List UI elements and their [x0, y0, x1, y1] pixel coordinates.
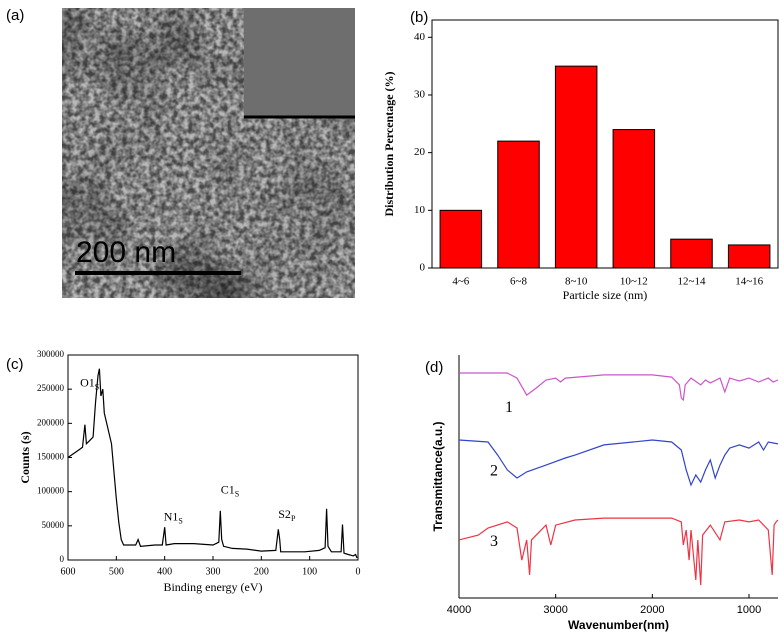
x-tick-label: 8~10	[565, 276, 588, 288]
y-tick-label: 100000	[37, 486, 65, 496]
panel-label: (c)	[6, 356, 24, 373]
bar	[727, 244, 771, 269]
annotation: C1S	[221, 482, 239, 498]
panel-label: (a)	[6, 7, 24, 24]
x-axis-label: Binding energy (eV)	[163, 580, 262, 594]
bar	[439, 209, 483, 269]
y-axis-label: Transmittance(a.u.)	[431, 421, 445, 531]
y-tick-label: 10	[414, 204, 426, 216]
x-tick-label: 14~16	[735, 276, 763, 288]
annotation: O1S	[80, 375, 99, 391]
x-tick-label: 600	[61, 566, 76, 577]
panel-label: (b)	[410, 9, 428, 26]
x-tick-label: 500	[109, 566, 124, 577]
y-axis-label: Distribution Percentage (%)	[382, 71, 396, 216]
x-tick-label: 6~8	[510, 276, 527, 288]
x-tick-label: 300	[206, 566, 221, 577]
x-tick-label: 12~14	[678, 276, 706, 288]
x-tick-label: 3000	[543, 604, 567, 616]
x-tick-label: 4000	[447, 604, 471, 616]
annotation-sub: S	[95, 383, 99, 392]
series-label: 2	[490, 462, 498, 479]
annotation: S2P	[278, 507, 296, 523]
bar	[554, 65, 598, 269]
x-tick-label: 2000	[640, 604, 664, 616]
line	[458, 439, 779, 487]
bar	[497, 140, 540, 269]
bar	[670, 238, 713, 269]
annotation-sub: S	[235, 489, 239, 498]
line	[459, 372, 779, 402]
annotation: N1S	[164, 509, 183, 525]
y-tick-label: 150000	[37, 452, 65, 462]
y-tick-label: 30	[414, 89, 426, 101]
y-axis-label: Counts (s)	[18, 431, 32, 483]
y-tick-label: 0	[420, 262, 426, 274]
annotation-text: S2	[278, 507, 291, 521]
plot-frame	[431, 19, 779, 269]
x-tick-label: 400	[157, 566, 172, 577]
annotation-sub: P	[291, 514, 296, 523]
annotation-text: N1	[164, 509, 179, 523]
x-tick-label: 10~12	[620, 276, 648, 288]
x-tick-label: 1000	[737, 604, 761, 616]
x-tick-label: 100	[302, 566, 317, 577]
x-axis-label: Particle size (nm)	[563, 288, 648, 302]
x-tick-label: 0	[356, 566, 361, 577]
bar	[612, 129, 656, 269]
x-tick-label: 200	[254, 566, 269, 577]
tem-image	[62, 8, 355, 298]
y-tick-label: 0	[60, 554, 65, 564]
x-tick-label: 4~6	[452, 276, 469, 288]
x-axis-label: Wavenumber(nm)	[568, 618, 669, 632]
annotation-text: O1	[80, 375, 95, 389]
y-tick-label: 20	[414, 146, 426, 158]
annotation-sub: S	[178, 516, 182, 525]
line	[458, 517, 779, 586]
series-label: 1	[505, 399, 513, 416]
y-tick-label: 40	[414, 31, 426, 43]
panel-label: (d)	[425, 359, 443, 376]
y-tick-label: 300000	[37, 349, 65, 359]
plot-frame	[67, 354, 359, 561]
line	[67, 368, 358, 559]
scale-label: 200 nm	[76, 236, 176, 269]
annotation-text: C1	[221, 482, 235, 496]
series-label: 3	[490, 533, 498, 550]
y-tick-label: 250000	[37, 383, 65, 393]
y-tick-label: 200000	[37, 417, 65, 427]
y-tick-label: 50000	[42, 520, 65, 530]
